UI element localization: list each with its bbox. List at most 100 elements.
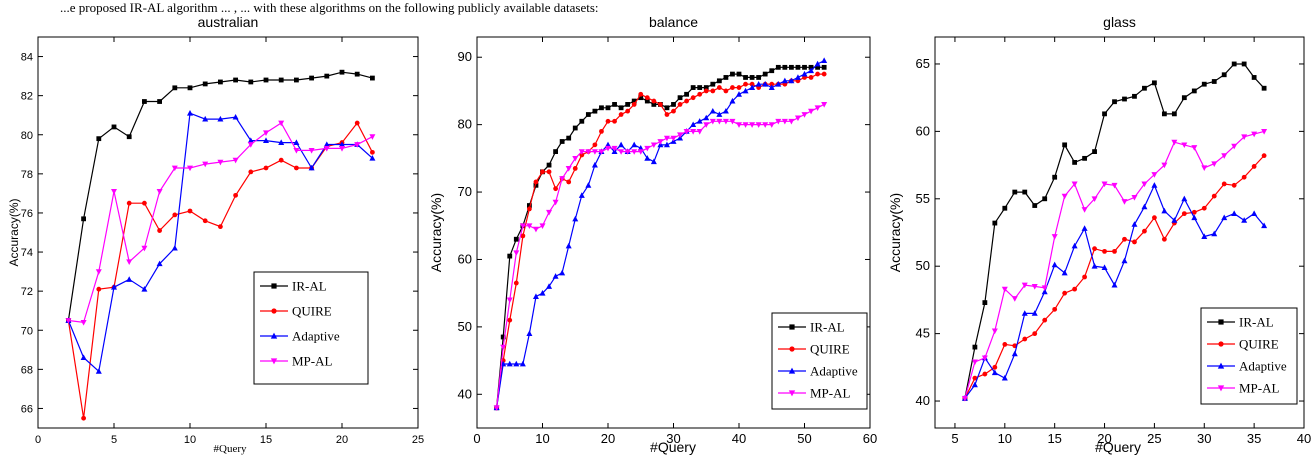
data-point-mp-al xyxy=(293,147,300,154)
x-tick-label: 40 xyxy=(1297,431,1311,446)
data-point-quire xyxy=(1142,228,1147,234)
data-point-adaptive xyxy=(141,285,148,292)
y-tick-label: 84 xyxy=(21,52,33,64)
data-point-ir-al xyxy=(789,64,794,70)
x-tick-label: 10 xyxy=(998,431,1012,446)
data-point-ir-al xyxy=(96,136,102,142)
data-point-adaptive xyxy=(821,57,828,63)
legend-marker-quire xyxy=(271,308,277,314)
data-point-adaptive xyxy=(1221,214,1228,221)
data-point-ir-al xyxy=(218,79,223,85)
data-point-adaptive xyxy=(506,360,513,367)
data-point-quire xyxy=(1201,205,1207,211)
data-point-ir-al xyxy=(769,68,775,74)
data-point-adaptive xyxy=(755,80,762,87)
data-point-ir-al xyxy=(808,64,814,70)
data-point-adaptive xyxy=(519,360,526,367)
data-point-mp-al xyxy=(788,118,795,125)
data-point-adaptive xyxy=(696,118,703,124)
data-point-adaptive xyxy=(339,141,345,147)
data-point-mp-al xyxy=(308,147,315,154)
data-point-mp-al xyxy=(650,142,657,149)
data-point-ir-al xyxy=(1002,205,1008,211)
data-point-adaptive xyxy=(156,260,163,267)
data-point-ir-al xyxy=(821,64,827,70)
data-point-quire xyxy=(81,415,86,421)
data-point-ir-al xyxy=(187,85,193,91)
data-point-adaptive xyxy=(618,141,625,148)
data-point-mp-al xyxy=(278,120,285,127)
data-point-adaptive xyxy=(1231,210,1238,217)
data-point-ir-al xyxy=(703,85,709,90)
data-point-ir-al xyxy=(1181,95,1187,101)
data-point-ir-al xyxy=(782,64,788,70)
data-point-quire xyxy=(546,169,552,175)
data-point-mp-al xyxy=(677,132,684,138)
y-tick-label: 66 xyxy=(21,403,33,415)
data-point-quire xyxy=(769,81,775,87)
data-point-adaptive xyxy=(572,215,579,222)
data-point-adaptive xyxy=(546,283,553,289)
data-point-mp-al xyxy=(1181,142,1188,149)
x-tick-label: 60 xyxy=(863,431,877,446)
data-point-adaptive xyxy=(801,70,808,77)
legend-marker-adaptive xyxy=(788,367,796,374)
data-point-quire xyxy=(992,364,998,370)
data-point-ir-al xyxy=(81,216,86,222)
data-point-ir-al xyxy=(710,81,716,87)
data-point-mp-al xyxy=(526,223,533,229)
plot-frame xyxy=(37,36,419,429)
data-point-adaptive xyxy=(781,77,788,84)
data-point-ir-al xyxy=(605,105,611,111)
data-point-mp-al xyxy=(644,145,651,152)
data-point-adaptive xyxy=(1061,269,1068,276)
data-point-adaptive xyxy=(1051,261,1058,268)
data-point-adaptive xyxy=(729,97,736,104)
data-point-adaptive xyxy=(788,77,795,84)
data-point-adaptive xyxy=(1011,350,1018,357)
data-point-quire xyxy=(202,218,208,224)
data-point-mp-al xyxy=(572,155,579,162)
data-point-ir-al xyxy=(533,182,539,188)
legend-label-adaptive: Adaptive xyxy=(292,329,340,344)
data-point-adaptive xyxy=(1041,288,1048,295)
data-point-mp-al xyxy=(801,112,808,118)
data-point-ir-al xyxy=(756,75,762,80)
data-point-quire xyxy=(677,102,683,107)
data-point-ir-al xyxy=(1082,155,1087,161)
data-point-mp-al xyxy=(565,166,572,172)
data-point-mp-al xyxy=(1241,134,1248,140)
data-point-adaptive xyxy=(1151,182,1158,188)
data-point-ir-al xyxy=(1241,61,1247,67)
data-point-ir-al xyxy=(972,344,978,350)
y-tick-label: 76 xyxy=(21,208,33,220)
data-point-ir-al xyxy=(644,98,650,104)
legend-marker-quire xyxy=(789,346,795,352)
data-point-mp-al xyxy=(1221,153,1228,159)
x-tick-label: 30 xyxy=(1197,431,1211,446)
x-tick-label: 10 xyxy=(184,434,196,446)
data-point-mp-al xyxy=(1251,131,1258,138)
legend-label-ir-al: IR-AL xyxy=(1239,315,1274,330)
data-point-mp-al xyxy=(1051,234,1058,240)
data-point-adaptive xyxy=(1251,210,1258,217)
y-tick-label: 90 xyxy=(458,49,472,64)
data-point-adaptive xyxy=(1111,281,1118,288)
data-point-adaptive xyxy=(742,87,749,94)
data-point-ir-al xyxy=(762,71,768,77)
legend-label-ir-al: IR-AL xyxy=(810,320,845,335)
data-point-mp-al xyxy=(493,405,500,411)
data-point-ir-al xyxy=(1012,189,1018,195)
data-point-quire xyxy=(1211,193,1217,199)
data-point-quire xyxy=(572,166,578,171)
data-point-ir-al xyxy=(370,75,375,81)
data-point-quire xyxy=(710,88,716,94)
data-point-ir-al xyxy=(248,79,254,85)
data-point-quire xyxy=(527,206,532,212)
data-point-adaptive xyxy=(526,330,533,337)
data-point-ir-al xyxy=(1211,79,1217,84)
data-point-quire xyxy=(736,85,742,90)
x-tick-label: 15 xyxy=(1047,431,1061,446)
data-point-adaptive xyxy=(1071,242,1078,249)
legend-label-adaptive: Adaptive xyxy=(810,364,858,379)
